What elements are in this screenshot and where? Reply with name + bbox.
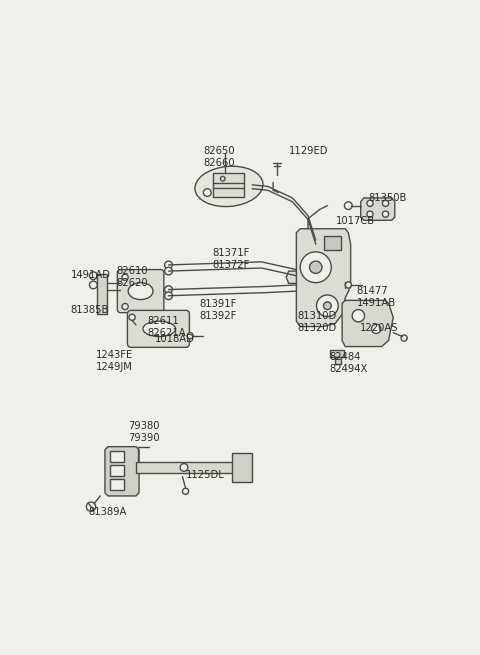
Circle shape (89, 281, 97, 289)
Text: 1017CB: 1017CB (336, 215, 375, 226)
Text: 1018AD: 1018AD (155, 334, 194, 345)
Circle shape (310, 261, 322, 273)
Circle shape (345, 202, 352, 210)
Circle shape (383, 200, 389, 206)
Ellipse shape (195, 166, 263, 206)
Polygon shape (105, 447, 139, 496)
Bar (330, 350, 344, 358)
Circle shape (316, 295, 338, 316)
Text: 82484
82494X: 82484 82494X (330, 352, 368, 374)
Circle shape (86, 502, 96, 512)
Text: 81350B: 81350B (369, 193, 407, 202)
Bar (97, 274, 107, 314)
FancyBboxPatch shape (127, 310, 190, 347)
Circle shape (345, 282, 351, 288)
Text: 79380
79390: 79380 79390 (128, 421, 159, 443)
Bar (110, 451, 124, 462)
Circle shape (165, 261, 172, 269)
Text: 81391F
81392F: 81391F 81392F (200, 299, 237, 321)
Circle shape (220, 176, 225, 181)
Polygon shape (296, 229, 350, 327)
Polygon shape (286, 271, 296, 284)
Text: 81310D
81320D: 81310D 81320D (297, 311, 336, 333)
Polygon shape (342, 301, 393, 346)
Text: 81385B: 81385B (71, 305, 109, 315)
Text: 81477
1491AB: 81477 1491AB (357, 286, 396, 309)
Circle shape (383, 211, 389, 217)
Text: 81371F
81372F: 81371F 81372F (212, 248, 249, 270)
Bar (136, 462, 237, 473)
Circle shape (367, 211, 373, 217)
Bar (110, 465, 124, 476)
Bar (324, 236, 340, 250)
Circle shape (122, 274, 128, 280)
Text: 1220AS: 1220AS (360, 324, 398, 333)
Circle shape (324, 302, 331, 310)
Circle shape (204, 189, 211, 196)
Text: 1491AD: 1491AD (71, 270, 111, 280)
Circle shape (182, 488, 189, 495)
Circle shape (165, 267, 172, 275)
Circle shape (129, 314, 135, 320)
Bar (232, 453, 252, 482)
Circle shape (401, 335, 407, 341)
Text: 82611
82621A: 82611 82621A (147, 316, 186, 338)
Text: 1243FE
1249JM: 1243FE 1249JM (96, 350, 133, 373)
Circle shape (372, 324, 381, 333)
Circle shape (367, 200, 373, 206)
Text: 81389A: 81389A (89, 508, 127, 517)
Text: 82650
82660: 82650 82660 (203, 146, 235, 168)
Circle shape (180, 464, 188, 472)
Text: 82610
82620: 82610 82620 (117, 267, 148, 288)
Circle shape (187, 333, 193, 339)
Circle shape (165, 286, 172, 293)
Bar (110, 479, 124, 490)
Circle shape (165, 292, 172, 299)
Text: 1129ED: 1129ED (288, 146, 328, 157)
Circle shape (300, 252, 331, 283)
Circle shape (89, 272, 97, 280)
Bar (335, 358, 341, 364)
Ellipse shape (143, 321, 176, 337)
Circle shape (122, 303, 128, 310)
Ellipse shape (128, 283, 153, 299)
Bar (214, 172, 244, 197)
FancyBboxPatch shape (117, 270, 164, 312)
Circle shape (352, 310, 365, 322)
Text: 1125DL: 1125DL (186, 470, 225, 479)
Polygon shape (360, 198, 395, 220)
